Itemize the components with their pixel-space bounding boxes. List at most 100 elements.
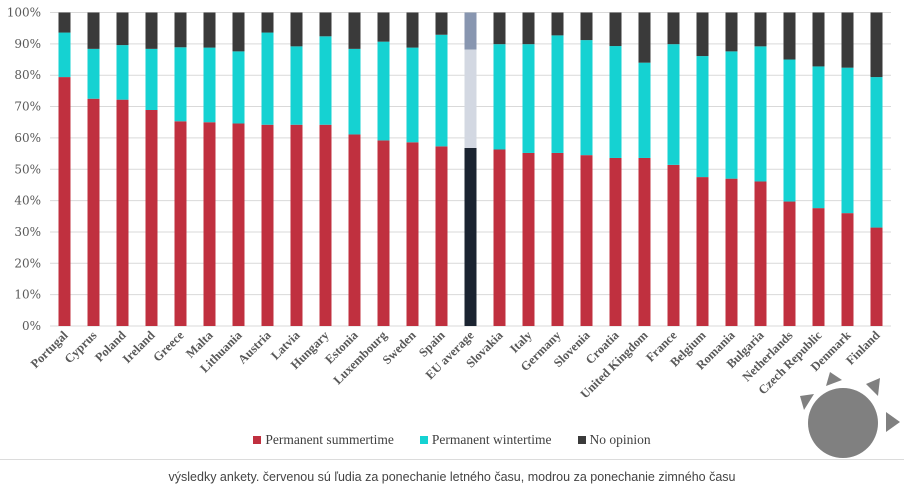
- y-tick-label: 40%: [14, 194, 41, 208]
- bar-segment-wintertime: [812, 66, 825, 209]
- figure-caption: výsledky ankety. červenou sú ľudia za po…: [168, 470, 736, 484]
- bar-segment-summertime: [841, 213, 854, 326]
- bar-segment-wintertime: [377, 41, 390, 141]
- bar-segment-summertime: [522, 152, 535, 326]
- bar-stack: [116, 12, 129, 326]
- y-tick-label: 60%: [14, 131, 41, 145]
- bar-segment-no-opinion: [348, 12, 361, 49]
- bar-stack: [522, 12, 535, 326]
- x-tick-label: Sweden: [380, 328, 419, 367]
- bar-segment-no-opinion: [87, 12, 100, 49]
- legend-label: No opinion: [589, 432, 651, 447]
- legend-item-summertime[interactable]: Permanent summertime: [253, 432, 394, 448]
- bar-segment-summertime: [696, 177, 709, 326]
- bar-segment-wintertime: [145, 48, 158, 110]
- bar-segment-summertime: [725, 178, 738, 326]
- bar-segment-wintertime: [116, 45, 129, 100]
- bar-segment-wintertime: [696, 56, 709, 178]
- bar-segment-no-opinion: [261, 12, 274, 33]
- bar-segment-wintertime: [464, 49, 477, 148]
- bar-segment-no-opinion: [667, 12, 680, 45]
- bar-segment-no-opinion: [174, 12, 187, 48]
- bar-segment-no-opinion: [696, 12, 709, 57]
- bar-segment-wintertime: [638, 62, 651, 158]
- bar-stack: [580, 12, 593, 326]
- legend-label: Permanent summertime: [265, 432, 394, 447]
- bar-stack: [638, 12, 651, 326]
- bar-segment-no-opinion: [377, 12, 390, 42]
- bar-segment-wintertime: [551, 35, 564, 153]
- x-tick-label: Cyprus: [62, 328, 100, 366]
- bar-segment-no-opinion: [493, 12, 506, 45]
- bar-stack: [174, 12, 187, 326]
- bar-segment-wintertime: [87, 48, 100, 99]
- bar-segment-wintertime: [319, 36, 332, 125]
- legend-swatch-summertime: [253, 436, 262, 444]
- bar-segment-summertime: [783, 201, 796, 326]
- bar-segment-no-opinion: [725, 12, 738, 52]
- bar-stack: [58, 12, 71, 327]
- y-tick-label: 100%: [7, 6, 41, 20]
- bar-segment-summertime: [667, 164, 680, 326]
- legend-item-wintertime[interactable]: Permanent wintertime: [419, 432, 552, 448]
- legend-swatch-no-opinion: [577, 436, 586, 444]
- bar-segment-no-opinion: [580, 12, 593, 41]
- bar-segment-summertime: [464, 147, 477, 326]
- bar-segment-wintertime: [203, 47, 216, 123]
- bar-stack: [377, 12, 390, 326]
- bar-segment-wintertime: [609, 46, 622, 158]
- bar-segment-no-opinion: [406, 12, 419, 48]
- bar-segment-wintertime: [841, 67, 854, 214]
- legend-label: Permanent wintertime: [431, 432, 552, 447]
- bar-stack: [232, 12, 245, 326]
- y-tick-label: 0%: [22, 319, 41, 333]
- bar-stack: [551, 12, 564, 326]
- bar-segment-no-opinion: [290, 12, 303, 47]
- bar-segment-wintertime: [725, 51, 738, 179]
- x-tick-label: Ireland: [120, 328, 158, 366]
- bar-segment-no-opinion: [116, 12, 129, 46]
- bar-stack: [290, 12, 303, 326]
- bar-stack: [609, 12, 622, 326]
- bar-stack: [261, 12, 274, 326]
- x-tick-label: Greece: [150, 328, 187, 365]
- bar-stack: [812, 12, 825, 326]
- bar-segment-summertime: [812, 208, 825, 326]
- bar-segment-summertime: [58, 77, 71, 327]
- bar-segment-no-opinion: [638, 12, 651, 63]
- bar-segment-wintertime: [232, 51, 245, 124]
- bar-segment-summertime: [609, 157, 622, 326]
- x-axis-labels: PortugalCyprusPolandIrelandGreeceMaltaLi…: [28, 328, 883, 402]
- bar-segment-summertime: [377, 140, 390, 326]
- bar-segment-summertime: [870, 227, 883, 326]
- bar-segment-no-opinion: [754, 12, 767, 47]
- bar-stack: [87, 12, 100, 327]
- bar-segment-wintertime: [783, 59, 796, 202]
- bar-segment-summertime: [87, 98, 100, 327]
- y-tick-label: 10%: [14, 288, 41, 302]
- chart-legend: Permanent summertime Permanent wintertim…: [0, 432, 904, 448]
- y-tick-label: 30%: [14, 225, 41, 239]
- y-tick-label: 80%: [14, 68, 41, 82]
- bar-stack: [841, 12, 854, 326]
- bar-segment-wintertime: [174, 47, 187, 122]
- bar-stack: [783, 12, 796, 326]
- stacked-bar-chart: 0% 10% 20% 30% 40% 50% 60% 70% 80% 90% 100% Portug…: [7, 6, 891, 402]
- bar-segment-summertime: [145, 109, 158, 326]
- bar-stack: [667, 12, 680, 326]
- legend-item-no-opinion[interactable]: No opinion: [577, 432, 651, 448]
- bar-segment-summertime: [406, 142, 419, 326]
- bar-stack: [725, 12, 738, 326]
- y-tick-label: 70%: [14, 100, 41, 114]
- y-tick-label: 50%: [14, 162, 41, 176]
- x-tick-label: Portugal: [28, 328, 71, 371]
- bar-stack: [464, 12, 477, 326]
- bar-segment-summertime: [116, 99, 129, 326]
- bar-segment-summertime: [638, 157, 651, 326]
- bar-segment-wintertime: [348, 48, 361, 135]
- bar-segment-wintertime: [754, 46, 767, 182]
- bar-segment-wintertime: [870, 77, 883, 228]
- bar-segment-summertime: [261, 124, 274, 326]
- bar-segment-summertime: [174, 121, 187, 326]
- sun-icon: [800, 372, 900, 458]
